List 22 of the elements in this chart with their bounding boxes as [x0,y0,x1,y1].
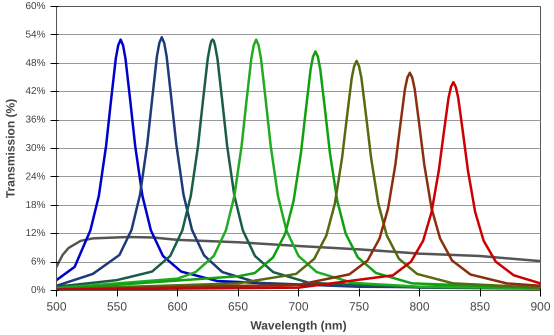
x-tick-label: 700 [288,300,309,314]
y-tick-label: 42% [25,86,46,98]
y-tick-label: 36% [25,114,46,126]
x-tick-label: 850 [470,300,490,314]
y-axis-title: Transmission (%) [3,98,18,198]
x-tick-label: 750 [348,300,370,314]
x-axis-title: Wavelength (nm) [250,318,347,332]
x-tick-label: 800 [409,300,430,314]
x-tick-label: 650 [228,300,248,314]
y-tick-label: 60% [25,1,46,12]
y-tick-label: 12% [25,228,46,240]
x-tick-label: 500 [46,300,67,314]
y-tick-label: 6% [31,256,46,268]
x-tick-label: 900 [530,300,551,314]
y-tick-label: 18% [25,200,46,211]
x-tick-label: 550 [106,300,128,314]
y-tick-label: 48% [25,58,46,69]
y-tick-label: 30% [25,143,46,154]
y-tick-label: 0% [31,285,46,296]
x-tick-label: 600 [167,300,188,314]
y-tick-label: 54% [25,29,46,40]
y-tick-label: 24% [25,171,46,182]
